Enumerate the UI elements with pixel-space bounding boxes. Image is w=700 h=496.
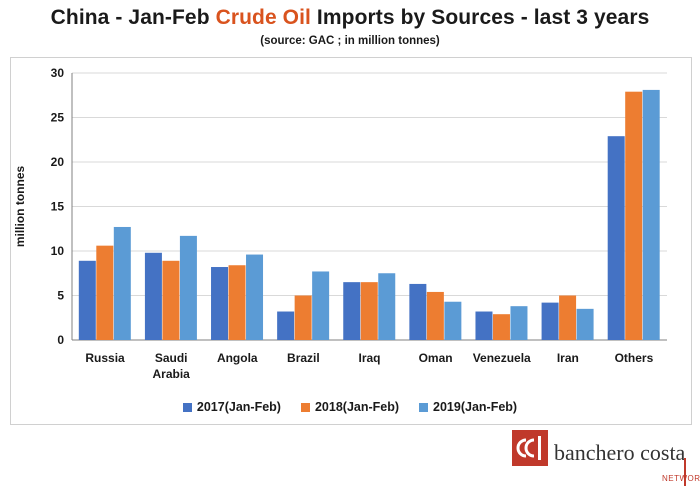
bar-angola-2 xyxy=(246,254,264,340)
bar-venezuela-0 xyxy=(475,311,493,340)
x-tick-label: Others xyxy=(615,351,654,365)
bar-saudi-arabia-2 xyxy=(179,235,197,340)
bar-brazil-2 xyxy=(312,271,330,340)
bar-russia-0 xyxy=(78,260,96,340)
bar-angola-0 xyxy=(211,267,229,340)
x-tick-label: Iran xyxy=(557,351,579,365)
chart-title-post: Imports by Sources - last 3 years xyxy=(311,6,650,29)
bar-saudi-arabia-1 xyxy=(162,260,180,340)
x-tick-label: Iraq xyxy=(358,351,380,365)
bar-brazil-1 xyxy=(294,295,312,340)
y-tick-label: 30 xyxy=(51,66,65,80)
x-tick-label: Saudi xyxy=(155,351,188,365)
x-tick-label: Arabia xyxy=(152,367,190,381)
banchero-costa-logo: banchero costa NETWORK xyxy=(512,430,700,486)
legend-label: 2017(Jan-Feb) xyxy=(196,400,281,414)
y-tick-label: 20 xyxy=(51,155,65,169)
bar-russia-2 xyxy=(113,226,131,340)
x-tick-label: Oman xyxy=(419,351,453,365)
logo-brand-name: banchero costa xyxy=(554,440,686,465)
bar-iran-0 xyxy=(541,302,559,340)
chart-title: China - Jan-Feb Crude Oil Imports by Sou… xyxy=(0,6,700,30)
legend-swatch xyxy=(419,402,429,412)
bar-brazil-0 xyxy=(277,311,295,340)
chart-title-pre: China - Jan-Feb xyxy=(50,6,216,29)
y-tick-label: 5 xyxy=(57,289,64,303)
bar-venezuela-1 xyxy=(492,314,510,340)
legend-swatch xyxy=(182,402,192,412)
legend-item: 2017(Jan-Feb) xyxy=(182,400,281,414)
bar-iraq-1 xyxy=(360,282,378,340)
bar-angola-1 xyxy=(228,265,246,340)
bar-saudi-arabia-0 xyxy=(144,252,162,340)
cbc-logo-mark-icon xyxy=(512,430,548,466)
bar-iran-2 xyxy=(576,308,594,340)
logo-network-label: NETWORK xyxy=(662,474,700,483)
x-tick-label: Brazil xyxy=(287,351,320,365)
y-axis-label: million tonnes xyxy=(13,166,27,248)
bar-others-2 xyxy=(642,89,660,340)
bar-oman-0 xyxy=(409,283,427,340)
logo-accent-bar xyxy=(684,458,686,486)
legend-label: 2018(Jan-Feb) xyxy=(314,400,400,414)
x-tick-label: Russia xyxy=(85,351,125,365)
bar-oman-2 xyxy=(444,301,462,340)
bar-iraq-0 xyxy=(343,282,361,340)
bar-venezuela-2 xyxy=(510,306,528,340)
x-tick-label: Angola xyxy=(217,351,258,365)
bar-others-1 xyxy=(625,91,643,340)
y-tick-label: 10 xyxy=(51,244,65,258)
legend-item: 2019(Jan-Feb) xyxy=(419,400,517,414)
y-tick-label: 15 xyxy=(51,200,65,214)
legend-label: 2019(Jan-Feb) xyxy=(433,400,518,414)
bar-others-0 xyxy=(607,136,625,340)
chart-legend: 2017(Jan-Feb) 2018(Jan-Feb) 2019(Jan-Feb) xyxy=(0,400,700,414)
chart-title-highlight: Crude Oil xyxy=(215,6,311,29)
y-tick-label: 0 xyxy=(57,333,64,347)
bar-russia-1 xyxy=(96,245,114,340)
bar-iraq-2 xyxy=(378,273,396,340)
legend-item: 2018(Jan-Feb) xyxy=(300,400,400,414)
x-tick-label: Venezuela xyxy=(473,351,531,365)
bar-oman-1 xyxy=(426,291,444,340)
bar-chart: 0 5 10 15 20 25 30 million tonnes Russia Saudi Ara… xyxy=(13,66,667,381)
legend-swatch xyxy=(300,402,310,412)
bar-iran-1 xyxy=(559,295,577,340)
y-tick-label: 25 xyxy=(51,111,65,125)
chart-subtitle: (source: GAC ; in million tonnes) xyxy=(260,35,440,47)
chart-frame xyxy=(10,57,692,425)
